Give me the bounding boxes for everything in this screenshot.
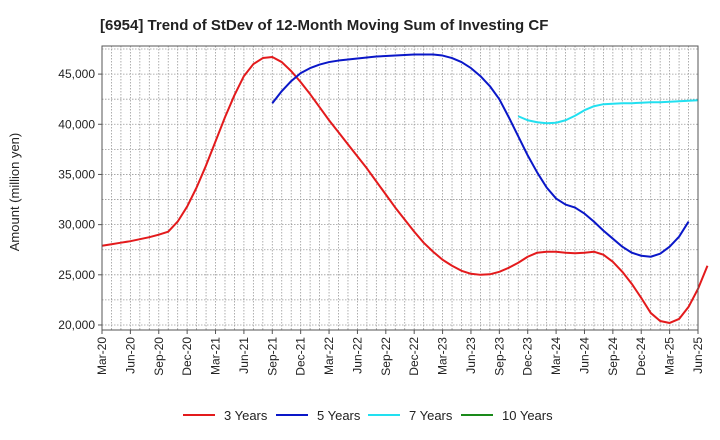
x-tick-label: Dec-20: [180, 337, 194, 376]
x-tick-label: Dec-24: [634, 337, 648, 376]
x-tick-label: Mar-21: [209, 337, 223, 375]
x-tick-label: Dec-23: [521, 337, 535, 376]
y-tick-label: 20,000: [58, 318, 95, 332]
x-tick-label: Sep-23: [492, 337, 506, 376]
x-tick-label: Jun-23: [464, 337, 478, 374]
x-tick-label: Sep-24: [606, 337, 620, 376]
chart-title: [6954] Trend of StDev of 12-Month Moving…: [100, 17, 548, 34]
grid: [101, 46, 699, 330]
y-axis-label: Amount (million yen): [7, 133, 22, 252]
x-tick-label: Sep-22: [379, 337, 393, 376]
x-axis-ticks: Mar-20 Jun-20 Sep-20 Dec-20 Mar-21 Jun-21 Sep-…: [95, 330, 705, 376]
y-tick-label: 40,000: [58, 117, 95, 131]
series-lines: [101, 53, 709, 324]
y-tick-label: 25,000: [58, 268, 95, 282]
series-line-3-years: [101, 56, 709, 324]
x-tick-label: Mar-23: [436, 337, 450, 375]
x-tick-label: Dec-21: [294, 337, 308, 376]
legend: 3 Years 5 Years 7 Years 10 Years: [183, 408, 553, 423]
x-tick-label: Jun-22: [350, 337, 364, 374]
legend-label: 3 Years: [224, 408, 268, 423]
x-tick-label: Mar-22: [322, 337, 336, 375]
x-tick-label: Dec-22: [407, 337, 421, 376]
series-line-7-years: [517, 99, 699, 125]
x-tick-label: Jun-21: [237, 337, 251, 374]
y-tick-label: 30,000: [58, 218, 95, 232]
x-tick-label: Jun-24: [577, 337, 591, 374]
y-axis-ticks: 20,000 25,000 30,000 35,000 40,000 45,000: [58, 67, 102, 332]
legend-label: 10 Years: [502, 408, 553, 423]
x-tick-label: Sep-21: [265, 337, 279, 376]
x-tick-label: Mar-24: [549, 337, 563, 375]
series-line-5-years: [271, 53, 690, 258]
x-tick-label: Jun-25: [691, 337, 705, 374]
x-tick-label: Mar-20: [95, 337, 109, 375]
y-tick-label: 45,000: [58, 67, 95, 81]
legend-label: 7 Years: [409, 408, 453, 423]
x-tick-label: Jun-20: [123, 337, 137, 374]
x-tick-label: Mar-25: [663, 337, 677, 375]
y-tick-label: 35,000: [58, 167, 95, 181]
plot-frame: [101, 45, 699, 331]
legend-label: 5 Years: [317, 408, 361, 423]
x-tick-label: Sep-20: [152, 337, 166, 376]
